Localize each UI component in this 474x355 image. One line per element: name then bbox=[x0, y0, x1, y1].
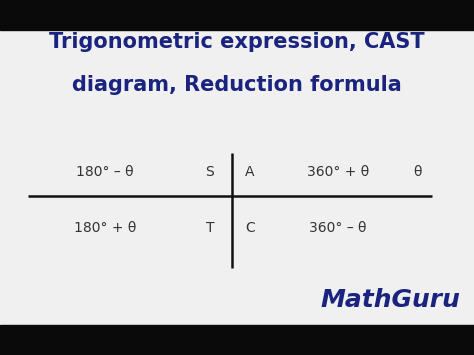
Text: C: C bbox=[245, 221, 255, 235]
Text: Trigonometric expression, CAST: Trigonometric expression, CAST bbox=[49, 32, 425, 52]
Text: MathGuru: MathGuru bbox=[320, 288, 460, 312]
Text: 360° – θ: 360° – θ bbox=[309, 221, 367, 235]
Text: 180° – θ: 180° – θ bbox=[76, 165, 134, 179]
Bar bbox=[0, 325, 474, 355]
Text: A: A bbox=[245, 165, 255, 179]
Bar bbox=[0, 0, 474, 30]
Text: θ: θ bbox=[414, 165, 422, 179]
Text: T: T bbox=[206, 221, 214, 235]
Text: 180° + θ: 180° + θ bbox=[74, 221, 136, 235]
Text: 360° + θ: 360° + θ bbox=[307, 165, 369, 179]
Text: S: S bbox=[206, 165, 214, 179]
Text: diagram, Reduction formula: diagram, Reduction formula bbox=[72, 75, 402, 95]
